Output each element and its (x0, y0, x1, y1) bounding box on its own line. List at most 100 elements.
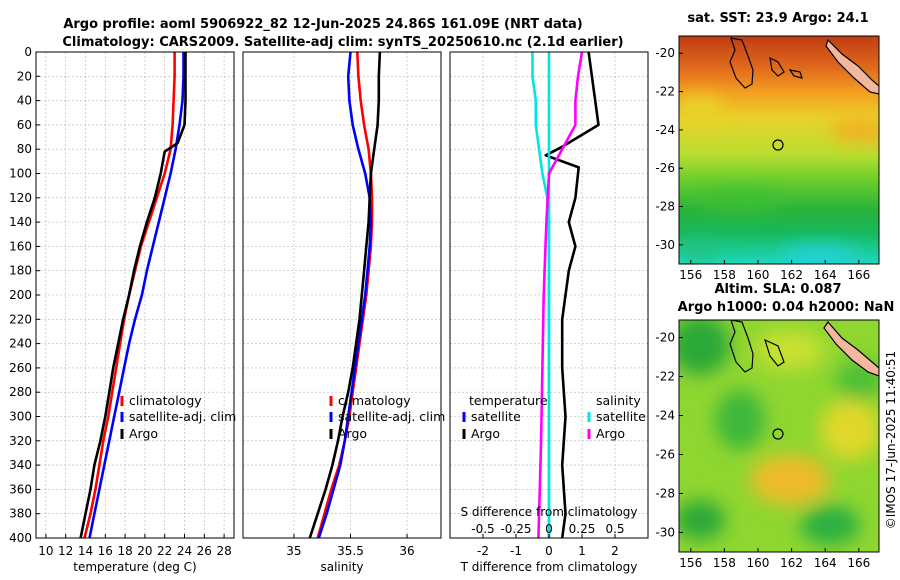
x-tick-label: 1 (578, 544, 586, 558)
legend-satellite-adj: satellite-adj. clim (129, 409, 236, 424)
y-tick-label: 100 (9, 167, 32, 181)
profile-argo (308, 51, 382, 539)
x-tick-label: 10 (38, 544, 53, 558)
map-y-tick-label: -30 (655, 238, 675, 252)
difference-x-ticks: -2 -1 0 1 2 (477, 534, 619, 558)
y-tick-label: 140 (9, 215, 32, 229)
y-tick-label: 160 (9, 239, 32, 253)
y-tick-label: 0 (24, 45, 32, 59)
temperature-y-ticks: 0 20 40 60 80 100 120 140 160 180 200 220 240 260 280 3… (9, 45, 40, 545)
map-x-tick-label: 162 (780, 268, 803, 282)
map-x-tick-label: 166 (847, 268, 870, 282)
y-tick-label: 280 (9, 385, 32, 399)
legend-temp-argo: Argo (471, 426, 500, 441)
temperature-x-label: temperature (deg C) (73, 560, 196, 574)
y-tick-label: 380 (9, 507, 32, 521)
map-y-tick-label: -30 (655, 526, 675, 540)
s-tick-label: 0.5 (605, 522, 624, 536)
title-line-2: Climatology: CARS2009. Satellite-adj cli… (62, 35, 623, 50)
salinity-grid (243, 52, 441, 538)
x-tick-label: 18 (117, 544, 132, 558)
map-y-tick-label: -28 (655, 200, 675, 214)
salinity-legend: climatology satellite-adj. clim Argo (329, 393, 445, 441)
legend-sal-satellite: satellite (596, 409, 646, 424)
y-tick-label: 320 (9, 434, 32, 448)
salinity-axes-frame (242, 51, 442, 539)
x-tick-label: 0 (545, 544, 553, 558)
temperature-x-ticks: 10 12 14 16 18 20 22 24 26 28 (38, 534, 232, 558)
salinity-panel: 35 35.5 36 salinity climatology satellite-… (242, 51, 445, 574)
salinity-x-label: salinity (320, 560, 363, 574)
salinity-x-ticks: 35 35.5 36 (286, 534, 415, 558)
map-x-tick-label: 162 (780, 556, 803, 570)
map-x-tick-label: 164 (814, 268, 837, 282)
argo-location-marker (772, 139, 784, 151)
y-tick-label: 200 (9, 288, 32, 302)
x-tick-label: -1 (510, 544, 522, 558)
map-x-tick-label: 164 (814, 556, 837, 570)
map-x-tick-label: 156 (679, 556, 702, 570)
map-y-tick-label: -28 (655, 487, 675, 501)
map-x-tick-label: 160 (747, 556, 770, 570)
x-tick-label: 35.5 (337, 544, 364, 558)
y-tick-label: 40 (17, 94, 32, 108)
legend-salinity-title: salinity (596, 393, 641, 408)
salinity-difference-ticks: -0.5 -0.25 0 0.25 0.5 (471, 522, 624, 536)
x-tick-label: 35 (286, 544, 301, 558)
x-tick-label: 36 (399, 544, 414, 558)
map-x-tick-label: 160 (747, 268, 770, 282)
y-tick-label: 400 (9, 531, 32, 545)
sla-map-title-2: Argo h1000: 0.04 h2000: NaN (678, 300, 895, 315)
temperature-profiles (79, 52, 187, 539)
legend-temperature-title: temperature (469, 393, 548, 408)
x-tick-label: 12 (58, 544, 73, 558)
x-tick-label: 2 (611, 544, 619, 558)
sla-map-y-ticks: -20 -22 -24 -26 -28 -30 (655, 331, 683, 540)
difference-panel: -2 -1 0 1 2 -0.5 -0.25 0 0.25 0.5 S difference f… (449, 51, 649, 574)
map-x-tick-label: 156 (679, 268, 702, 282)
y-tick-label: 120 (9, 191, 32, 205)
title-line-1: Argo profile: aoml 5906922_82 12-Jun-202… (63, 17, 582, 32)
profile-satellite-adj-clim (317, 51, 373, 539)
s-tick-label: 0.25 (569, 522, 596, 536)
y-tick-label: 340 (9, 458, 32, 472)
y-tick-label: 260 (9, 361, 32, 375)
y-tick-label: 80 (17, 142, 32, 156)
map-y-tick-label: -20 (655, 331, 675, 345)
x-tick-label: 26 (197, 544, 212, 558)
legend-argo-2: Argo (338, 426, 367, 441)
map-x-tick-label: 158 (713, 556, 736, 570)
y-tick-label: 360 (9, 482, 32, 496)
sst-map-y-ticks: -20 -22 -24 -26 -28 -30 (655, 46, 683, 252)
y-tick-label: 240 (9, 337, 32, 351)
map-y-tick-label: -24 (655, 409, 675, 423)
legend-climatology: climatology (129, 393, 202, 408)
legend-satellite-adj-2: satellite-adj. clim (338, 409, 445, 424)
legend-sal-argo: Argo (596, 426, 625, 441)
map-y-tick-label: -26 (655, 161, 675, 175)
temperature-legend: climatology satellite-adj. clim Argo (120, 393, 236, 441)
profile-salinity-argo (537, 51, 584, 539)
sla-map: Altim. SLA: 0.087 Argo h1000: 0.04 h2000… (655, 282, 894, 570)
map-y-tick-label: -20 (655, 46, 675, 60)
x-tick-label: 28 (216, 544, 231, 558)
profile-argo (79, 52, 187, 539)
profile-satellite-adj-clim (88, 52, 185, 539)
sst-map-title: sat. SST: 23.9 Argo: 24.1 (687, 11, 868, 26)
x-tick-label: 24 (177, 544, 192, 558)
x-tick-label: 22 (157, 544, 172, 558)
y-tick-label: 220 (9, 312, 32, 326)
map-y-tick-label: -24 (655, 123, 675, 137)
temperature-grid (36, 52, 234, 538)
x-tick-label: 20 (137, 544, 152, 558)
legend-temp-satellite: satellite (471, 409, 521, 424)
copyright-text: ©IMOS 17-Jun-2025 11:40:51 (884, 351, 898, 529)
y-tick-label: 20 (17, 69, 32, 83)
s-tick-label: 0 (545, 522, 553, 536)
sst-map: sat. SST: 23.9 Argo: 24.1 156 158 160 162 16… (655, 11, 880, 282)
argo-location-marker-2 (772, 428, 784, 440)
legend-climatology-2: climatology (338, 393, 411, 408)
map-y-tick-label: -22 (655, 85, 675, 99)
sst-map-x-ticks: 156 158 160 162 164 166 (679, 260, 870, 282)
